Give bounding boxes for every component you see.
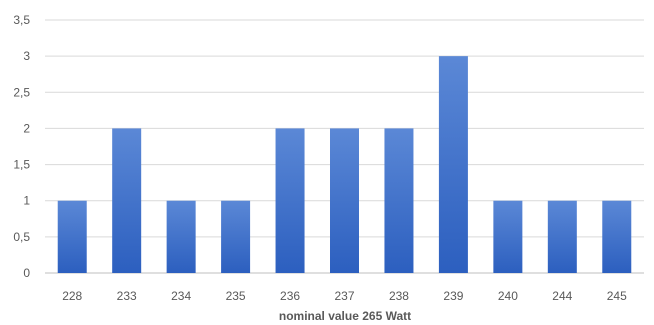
y-tick-label: 3,5 bbox=[13, 13, 30, 27]
x-tick-label: 237 bbox=[334, 289, 354, 303]
bar-244 bbox=[547, 200, 577, 273]
y-tick-label: 1 bbox=[23, 194, 30, 208]
x-axis-title: nominal value 265 Watt bbox=[279, 309, 411, 323]
bar-239 bbox=[438, 56, 468, 274]
bar-234 bbox=[166, 200, 196, 273]
x-tick-label: 245 bbox=[607, 289, 627, 303]
y-tick-label: 3 bbox=[23, 49, 30, 63]
bar-238 bbox=[384, 128, 414, 273]
y-tick-label: 1,5 bbox=[13, 158, 30, 172]
x-tick-label: 238 bbox=[389, 289, 409, 303]
y-tick-label: 0,5 bbox=[13, 230, 30, 244]
bar-235 bbox=[221, 200, 251, 273]
x-tick-label: 236 bbox=[280, 289, 300, 303]
y-tick-label: 0 bbox=[23, 266, 30, 280]
bar-240 bbox=[493, 200, 523, 273]
x-tick-label: 235 bbox=[226, 289, 246, 303]
y-axis-ticks: 0 0,5 1 1,5 2 2,5 3 3,5 bbox=[13, 13, 30, 280]
bar-236 bbox=[275, 128, 305, 273]
x-tick-label: 244 bbox=[552, 289, 572, 303]
x-tick-label: 234 bbox=[171, 289, 191, 303]
x-tick-label: 240 bbox=[498, 289, 518, 303]
bar-233 bbox=[112, 128, 142, 273]
bars bbox=[57, 56, 632, 274]
y-tick-label: 2 bbox=[23, 121, 30, 135]
bar-245 bbox=[602, 200, 632, 273]
x-axis-ticks: 228 233 234 235 236 237 238 239 240 244 245 bbox=[62, 289, 627, 303]
x-tick-label: 233 bbox=[117, 289, 137, 303]
x-tick-label: 239 bbox=[443, 289, 463, 303]
y-tick-label: 2,5 bbox=[13, 85, 30, 99]
x-tick-label: 228 bbox=[62, 289, 82, 303]
bar-228 bbox=[57, 200, 87, 273]
bar-237 bbox=[330, 128, 359, 273]
